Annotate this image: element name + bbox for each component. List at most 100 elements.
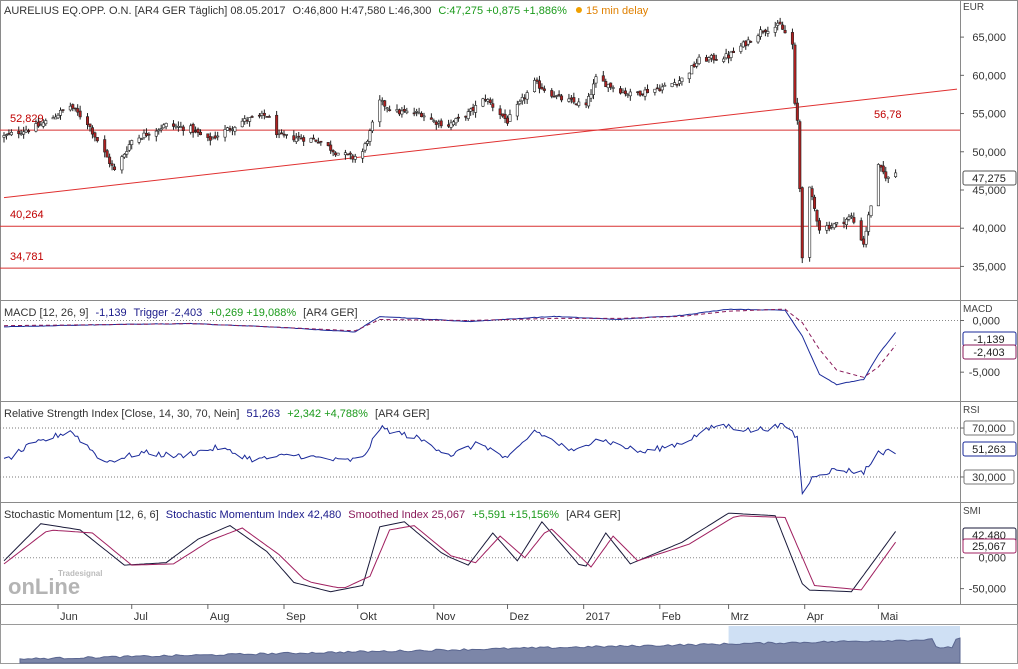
candle-body [537,80,541,89]
candle-body [795,102,799,121]
candle [557,90,561,98]
candle-body [781,24,785,30]
macd-value: -1,139 [95,307,126,319]
candle [262,109,266,120]
candle [216,131,220,141]
candle-body [179,126,183,128]
candle-body [34,123,38,132]
candle-body [646,88,650,94]
rsi-lines[interactable] [3,422,896,496]
candle [677,76,681,87]
candle-body [208,136,212,141]
candle-body [722,58,726,62]
candle [555,94,559,100]
candle [250,115,254,118]
smi-lines[interactable] [3,512,897,593]
candle-body [798,121,802,189]
candle-body [744,40,748,47]
candle [206,133,210,142]
candle-body [157,129,161,132]
candle [852,212,856,225]
rsi-grid [0,427,960,478]
candle-body [336,152,340,156]
macd-trigger-line[interactable] [3,308,896,378]
candle [690,65,694,75]
overview-navigator[interactable] [0,624,1018,664]
candle [680,77,684,86]
candle-body [712,54,716,61]
candle-body [466,111,470,119]
tradesignal-logo: Tradesignal onLine [8,569,102,599]
candle [832,222,836,230]
candle-body [729,51,733,58]
candle [122,153,126,159]
price-candles[interactable] [2,17,898,264]
candle-body [93,132,97,138]
candle [336,152,340,156]
candle-body [832,223,836,229]
candle-body [142,132,146,139]
price-y-axis: 65,000 60,000 55,000 50,000 45,000 40,000 35,0… [960,32,1006,273]
candle [157,128,161,135]
candle [9,129,13,137]
candle [815,209,819,227]
candle-body [727,54,731,59]
rsi-y-axis: 70,000 30,000 [960,420,1015,485]
hline-label-0: 52,829 [10,113,44,125]
candle [515,100,519,121]
candle-body [808,186,812,258]
candle-body [759,29,763,37]
candle [223,125,227,142]
candle [498,105,502,120]
candle-body [864,230,868,245]
candle-body [265,116,269,118]
candle-body [176,126,180,128]
candle [27,128,31,134]
candle-body [302,137,306,142]
smoothed-line[interactable] [3,515,897,591]
candle-body [299,137,303,140]
candle-body [7,133,11,135]
candle [540,83,544,90]
x-tick-label: Jul [134,611,148,623]
header-close-change: C:47,275 +0,875 +1,886% [438,5,567,17]
candle [108,153,112,168]
x-tick-label: Nov [436,611,456,623]
candle [773,21,777,37]
rsi-level-box [963,469,1015,485]
candle-body [621,90,625,93]
candle-body [130,140,134,145]
candle-body [245,119,249,122]
candle [518,99,522,106]
candle-body [58,110,62,116]
candle [120,154,124,174]
macd-header: MACD [12, 26, 9] -1,139 Trigger -2,403 +… [4,307,358,319]
candle-body [591,83,595,95]
candle [56,113,60,120]
rsi-line[interactable] [3,422,896,496]
candle [294,133,298,144]
candle-body [569,97,573,100]
smi-line[interactable] [3,512,897,593]
candle-body [250,116,254,118]
candle-body [191,123,195,133]
candle-body [2,135,6,138]
candle [707,56,711,63]
rsi-level-box [963,420,1015,436]
candle-body [363,143,367,151]
candle-body [125,151,129,155]
rsi-badges: 51,263 [962,441,1017,457]
candle-body [103,139,107,153]
macd-badge-text: -1,139 [973,334,1004,346]
candle [58,107,62,120]
candle-body [189,125,193,133]
candle-body [518,101,522,105]
candle-body [309,138,313,143]
candle-body [228,127,232,130]
candle-body [346,153,350,156]
macd-lines[interactable] [3,308,896,386]
candle-body [329,144,333,151]
candle-body [422,115,426,118]
rsi-axis-title: RSI [963,405,980,416]
smi-tick-label: 0,000 [978,553,1006,565]
